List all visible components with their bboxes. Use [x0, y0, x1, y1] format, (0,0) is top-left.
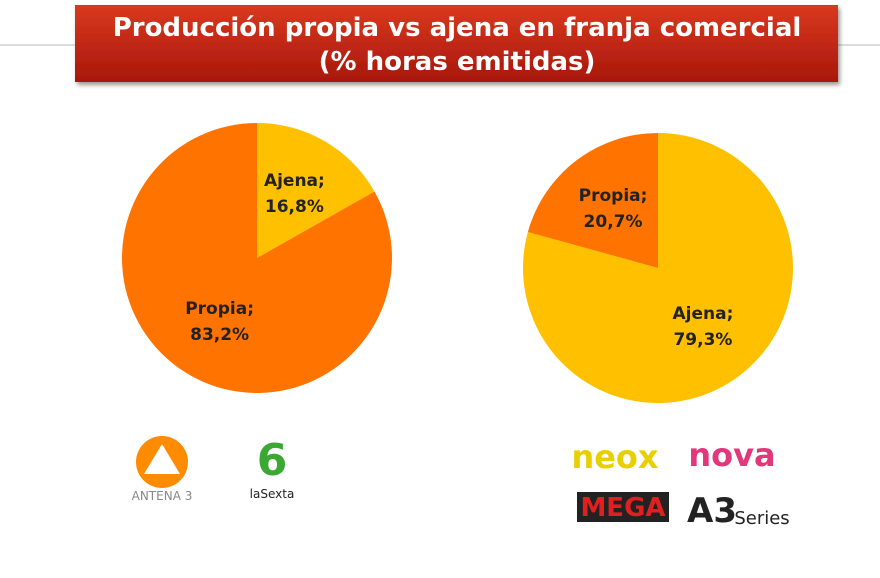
- pie-slice: [257, 123, 375, 258]
- logo-text: Series: [734, 508, 789, 529]
- logo-text: laSexta: [250, 487, 295, 501]
- logo-text: nova: [688, 436, 775, 474]
- logo-text: neox: [571, 438, 658, 476]
- pie-slice: [527, 133, 658, 268]
- slice-value: 83,2%: [190, 325, 249, 345]
- title-line: (% horas emitidas): [319, 47, 596, 77]
- slice-label: Ajena;: [673, 304, 734, 324]
- pie-slice: [522, 133, 793, 403]
- slice-value: 79,3%: [673, 330, 732, 350]
- slice-label: Propia;: [185, 299, 254, 319]
- pie-slice: [122, 123, 392, 394]
- title-line: Producción propia vs ajena en franja com…: [113, 13, 802, 43]
- logo-text: A3: [687, 491, 737, 531]
- title-box: [75, 5, 838, 82]
- slice-label: Ajena;: [264, 171, 325, 191]
- slice-label: Propia;: [579, 186, 648, 206]
- lasexta-icon: 6: [257, 435, 288, 486]
- mega-box: [577, 492, 669, 522]
- slice-value: 16,8%: [265, 197, 324, 217]
- slice-value: 20,7%: [584, 212, 643, 232]
- antena3-icon: [144, 444, 180, 474]
- logo-text: MEGA: [580, 493, 665, 523]
- logo-text: ANTENA 3: [132, 489, 193, 503]
